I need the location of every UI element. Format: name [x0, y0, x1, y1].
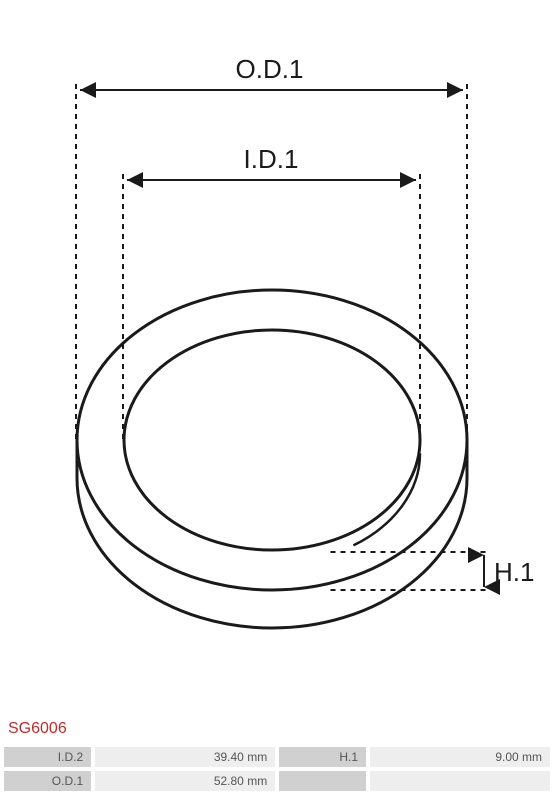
table-row: I.D.2 39.40 mm H.1 9.00 mm — [3, 746, 551, 768]
spec-key: H.1 — [278, 746, 367, 768]
spec-value — [369, 770, 551, 792]
spec-table: I.D.2 39.40 mm H.1 9.00 mm O.D.1 52.80 m… — [1, 744, 553, 794]
spec-key — [278, 770, 367, 792]
label-id1: I.D.1 — [244, 144, 299, 175]
spec-value: 9.00 mm — [369, 746, 551, 768]
table-row: O.D.1 52.80 mm — [3, 770, 551, 792]
spec-value: 52.80 mm — [94, 770, 276, 792]
label-od1: O.D.1 — [236, 54, 304, 85]
spec-key: I.D.2 — [3, 746, 92, 768]
technical-diagram: O.D.1 I.D.1 H.1 — [0, 0, 554, 700]
part-number: SG6006 — [8, 720, 67, 738]
label-h1: H.1 — [494, 557, 534, 588]
spec-value: 39.40 mm — [94, 746, 276, 768]
spec-key: O.D.1 — [3, 770, 92, 792]
